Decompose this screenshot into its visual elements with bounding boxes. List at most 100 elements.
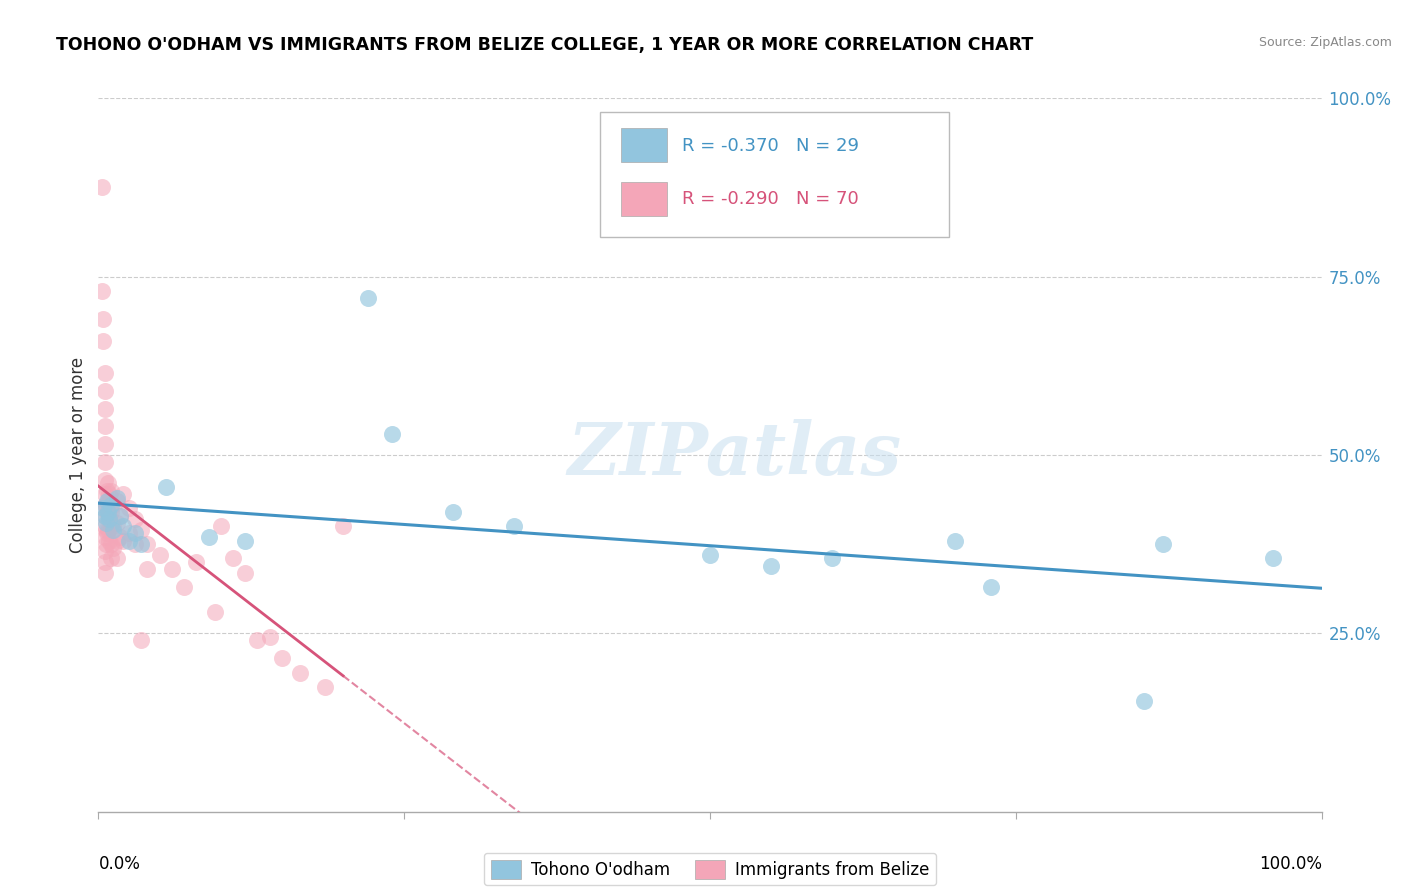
Point — [91, 334, 114, 348]
Point — [105, 491, 128, 505]
Point — [100, 483, 122, 498]
Point — [233, 566, 256, 580]
Point — [314, 680, 336, 694]
Point — [290, 665, 312, 680]
Point — [93, 487, 115, 501]
Point — [93, 437, 115, 451]
Point — [381, 426, 404, 441]
FancyBboxPatch shape — [600, 112, 949, 237]
Point — [93, 508, 115, 523]
Point — [155, 480, 177, 494]
Point — [111, 533, 134, 548]
Point — [699, 548, 721, 562]
Point — [111, 519, 134, 533]
Point — [91, 312, 114, 326]
Point — [105, 533, 128, 548]
Point — [118, 533, 141, 548]
Point — [93, 555, 115, 569]
Point — [233, 533, 256, 548]
Point — [186, 555, 208, 569]
Point — [821, 551, 844, 566]
Point — [173, 580, 195, 594]
Point — [93, 455, 115, 469]
Text: R = -0.370   N = 29: R = -0.370 N = 29 — [682, 137, 859, 155]
Point — [111, 487, 134, 501]
Point — [222, 551, 245, 566]
Point — [98, 508, 121, 523]
Point — [149, 548, 172, 562]
Point — [441, 505, 464, 519]
Point — [110, 530, 132, 544]
Point — [93, 566, 115, 580]
Point — [1152, 537, 1174, 551]
Point — [91, 284, 114, 298]
Point — [96, 505, 118, 519]
Point — [93, 508, 115, 523]
Point — [246, 633, 269, 648]
Point — [943, 533, 966, 548]
Point — [129, 523, 152, 537]
Point — [110, 508, 132, 523]
Point — [100, 537, 122, 551]
Point — [136, 562, 159, 576]
Point — [93, 419, 115, 434]
Point — [197, 530, 219, 544]
Point — [94, 516, 117, 530]
Point — [100, 498, 122, 512]
Point — [980, 580, 1002, 594]
Point — [204, 605, 226, 619]
Point — [93, 401, 115, 416]
Point — [98, 512, 121, 526]
Point — [105, 494, 128, 508]
Point — [1133, 694, 1156, 708]
Point — [270, 651, 294, 665]
Point — [93, 544, 115, 558]
Point — [101, 541, 124, 555]
Point — [259, 630, 281, 644]
Point — [209, 519, 232, 533]
Point — [96, 494, 118, 508]
Point — [129, 537, 152, 551]
Point — [97, 494, 120, 508]
Point — [503, 519, 526, 533]
Point — [118, 526, 141, 541]
Y-axis label: College, 1 year or more: College, 1 year or more — [69, 357, 87, 553]
Point — [97, 505, 120, 519]
Bar — [620, 128, 668, 162]
Point — [91, 501, 114, 516]
Legend: Tohono O'odham, Immigrants from Belize: Tohono O'odham, Immigrants from Belize — [484, 853, 936, 886]
Point — [129, 633, 152, 648]
Text: R = -0.290   N = 70: R = -0.290 N = 70 — [682, 191, 859, 209]
Point — [124, 537, 146, 551]
Point — [94, 523, 117, 537]
Point — [97, 523, 120, 537]
Point — [93, 366, 115, 380]
Point — [93, 473, 115, 487]
Point — [98, 487, 121, 501]
Point — [101, 523, 124, 537]
Point — [93, 530, 115, 544]
Text: ZIPatlas: ZIPatlas — [568, 419, 901, 491]
Text: Source: ZipAtlas.com: Source: ZipAtlas.com — [1258, 36, 1392, 49]
Point — [124, 526, 146, 541]
Point — [332, 519, 354, 533]
Point — [94, 498, 117, 512]
Point — [1261, 551, 1284, 566]
Point — [93, 384, 115, 398]
Text: 100.0%: 100.0% — [1258, 855, 1322, 872]
Point — [105, 551, 128, 566]
Point — [118, 501, 141, 516]
Point — [94, 537, 117, 551]
Point — [101, 498, 124, 512]
Bar — [620, 182, 668, 216]
Point — [100, 505, 122, 519]
Point — [100, 519, 122, 533]
Point — [96, 526, 118, 541]
Point — [356, 291, 378, 305]
Text: TOHONO O'ODHAM VS IMMIGRANTS FROM BELIZE COLLEGE, 1 YEAR OR MORE CORRELATION CHA: TOHONO O'ODHAM VS IMMIGRANTS FROM BELIZE… — [56, 36, 1033, 54]
Text: 0.0%: 0.0% — [98, 855, 141, 872]
Point — [100, 551, 122, 566]
Point — [110, 508, 132, 523]
Point — [101, 519, 124, 533]
Point — [761, 558, 783, 573]
